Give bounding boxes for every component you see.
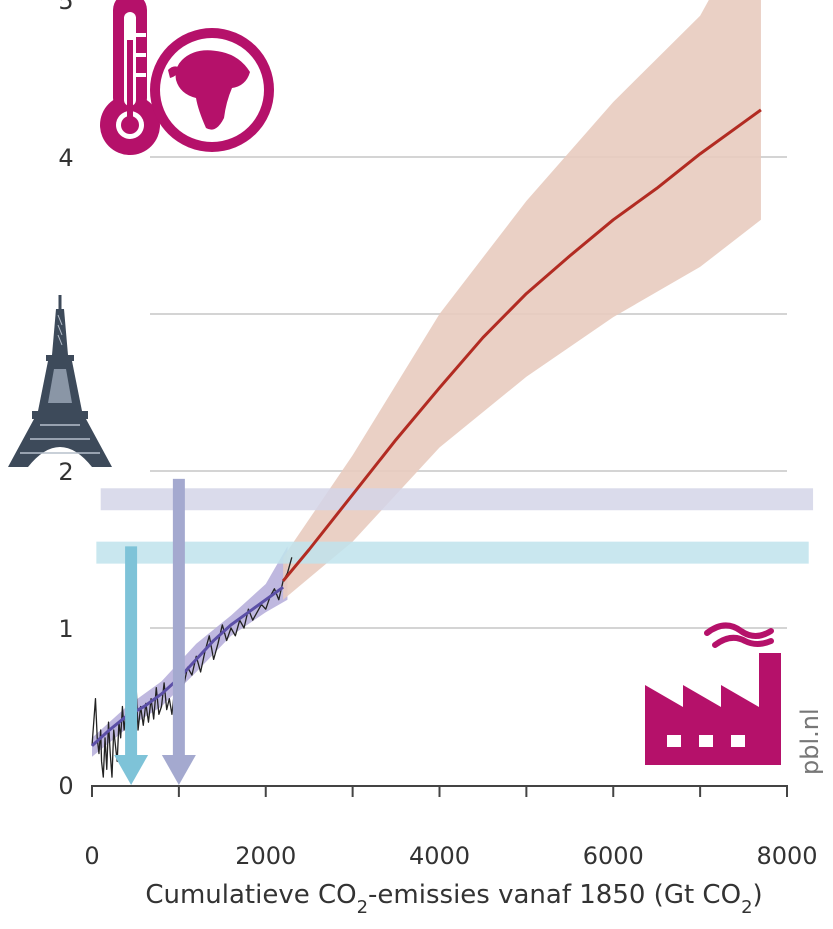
series-observed-annual — [91, 557, 293, 778]
x-axis-title-sub2: 2 — [741, 897, 752, 918]
credit-text: pbl.nl — [796, 708, 824, 775]
eiffel-tower-icon — [8, 295, 112, 467]
arrow-head-1.5C-budget — [114, 755, 149, 785]
arrow-shaft-2C-budget — [172, 478, 185, 757]
x-axis-title-suffix: ) — [753, 880, 763, 910]
y-tick-label: 2 — [58, 458, 73, 486]
y-tick-label: 0 — [58, 772, 73, 800]
arrow-shaft-1.5C-budget — [125, 546, 138, 757]
x-axis-title-mid: -emissies vanaf 1850 (Gt CO — [368, 880, 741, 910]
x-axis-title-prefix: Cumulatieve CO — [145, 880, 356, 910]
y-tick-label: 4 — [58, 144, 73, 172]
series-observed-smoothed — [90, 585, 285, 747]
budget-arrows — [114, 478, 196, 785]
x-tick-label: 0 — [84, 842, 99, 870]
series-lines — [90, 108, 762, 778]
x-axis: 0 2000 4000 6000 8000 — [84, 785, 818, 870]
series-projected-median — [281, 108, 762, 582]
target-band-1.5C-target — [96, 541, 809, 564]
y-tick-label: 1 — [58, 615, 73, 643]
band-observed-uncertainty — [92, 546, 288, 757]
target-bands — [96, 488, 814, 564]
x-tick-label: 4000 — [409, 842, 470, 870]
factory-icon — [645, 622, 781, 765]
target-band-2C-target — [100, 488, 814, 511]
arrow-head-2C-budget — [161, 755, 196, 785]
y-axis: 0 1 2 4 5 — [58, 0, 73, 800]
x-axis-title: Cumulatieve CO2-emissies vanaf 1850 (Gt … — [145, 880, 762, 918]
thermometer-globe-icon — [100, 0, 274, 155]
x-tick-label: 8000 — [756, 842, 817, 870]
x-tick-label: 2000 — [235, 842, 296, 870]
y-tick-label: 5 — [58, 0, 73, 15]
x-axis-title-sub: 2 — [357, 897, 368, 918]
x-tick-label: 6000 — [583, 842, 644, 870]
